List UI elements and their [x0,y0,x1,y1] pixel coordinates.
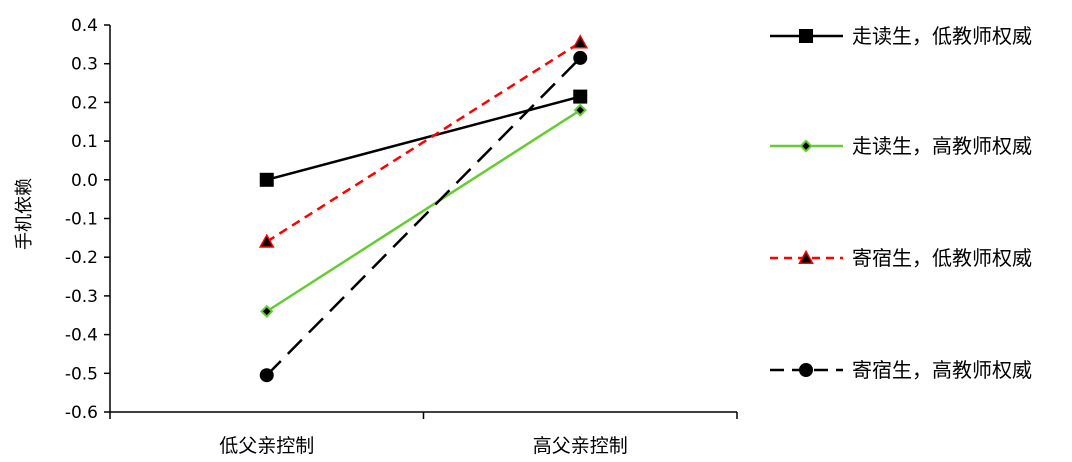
data-point [259,368,274,383]
x-axis-ticks: 低父亲控制 高父亲控制 [109,412,738,457]
y-tick-label: 0.0 [71,171,98,191]
legend-marker [798,249,814,265]
y-axis-ticks: 0.4 0.3 0.2 0.1 0.0 -0.1 -0.2 -0.3 -0.4 -0.5 -0.6 [65,16,110,423]
legend-marker [799,29,813,43]
y-tick-label: -0.4 [65,326,98,346]
y-tick-label: -0.5 [65,364,98,384]
y-tick-label: -0.3 [65,287,98,307]
legend-label: 寄宿生，低教师权威 [852,246,1032,270]
legend-label: 走读生，低教师权威 [852,24,1032,48]
data-point [573,103,587,117]
y-tick-label: -0.6 [65,403,98,423]
series-line [266,41,581,243]
series-line [265,57,582,377]
data-point [573,50,588,65]
data-point [259,172,274,187]
data-point [572,34,589,49]
series-2 [260,103,587,319]
series-4 [259,50,588,383]
data-point [258,233,275,248]
y-tick-label: -0.2 [65,248,98,268]
data-point [573,89,588,104]
legend-item: 走读生，高教师权威 [770,134,1032,158]
legend-item: 寄宿生，低教师权威 [770,246,1032,270]
series-group [258,34,589,383]
y-tick-label: 0.3 [71,55,98,75]
series-line [266,95,581,182]
legend-label: 走读生，高教师权威 [852,134,1032,158]
axes [109,25,737,413]
x-category-label: 低父亲控制 [219,435,314,457]
legend-item: 寄宿生，高教师权威 [770,358,1032,382]
legend-marker [799,139,813,153]
y-tick-label: -0.1 [65,210,98,230]
y-tick-label: 0.2 [71,93,98,113]
x-category-label: 高父亲控制 [533,435,628,457]
y-tick-label: 0.1 [71,132,98,152]
data-point [260,304,274,319]
y-tick-label: 0.4 [71,16,98,36]
y-axis-label: 手机依赖 [14,178,35,250]
legend-item: 走读生，低教师权威 [770,24,1032,48]
series-3 [258,34,589,248]
legend-label: 寄宿生，高教师权威 [852,358,1032,382]
series-line [266,109,581,313]
legend-marker [799,363,813,377]
